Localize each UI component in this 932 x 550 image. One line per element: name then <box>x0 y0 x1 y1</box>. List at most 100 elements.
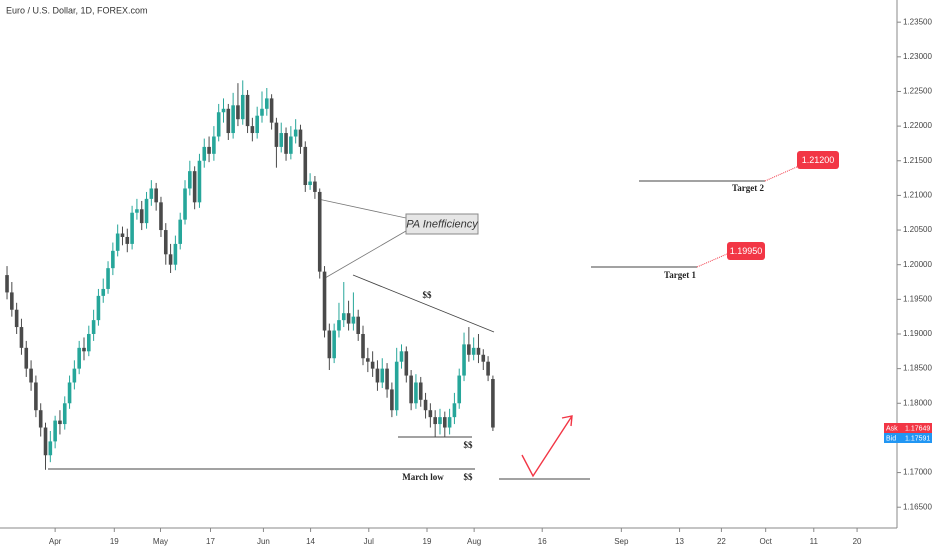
label-box <box>405 213 479 235</box>
candle-body <box>341 313 346 321</box>
candle-body <box>159 202 163 231</box>
x-tick-label: May <box>153 537 168 546</box>
candle-body <box>91 320 96 334</box>
candle-body <box>245 94 250 127</box>
y-tick-label: 1.16500 <box>903 502 932 511</box>
candle-body <box>308 181 312 186</box>
x-tick-label: 20 <box>853 537 862 546</box>
candle-body <box>173 243 178 265</box>
annotations: PA Inefficiency $$ $$ March low $$ Targe… <box>48 151 839 482</box>
candle-body <box>154 188 158 203</box>
x-tick-label: 19 <box>110 537 119 546</box>
candle-body <box>72 368 77 383</box>
candle-body <box>197 160 202 203</box>
x-tick-label: Jun <box>257 537 270 546</box>
candle-body <box>313 181 317 192</box>
candle-body <box>77 347 81 369</box>
arrow-head <box>561 415 573 427</box>
x-tick-label: Sep <box>614 537 629 546</box>
bid-label: Bid <box>886 435 896 442</box>
candle-body <box>337 320 341 331</box>
candle-body <box>380 368 385 383</box>
y-tick-label: 1.18500 <box>903 364 932 373</box>
chart-title: Euro / U.S. Dollar, 1D, FOREX.com <box>6 5 148 15</box>
y-tick-label: 1.18000 <box>903 398 932 407</box>
candle-body <box>274 122 279 147</box>
projection-arrow <box>521 415 573 478</box>
candle-body <box>476 347 481 355</box>
candle-body <box>370 361 375 369</box>
candle-body <box>10 292 14 310</box>
candle-body <box>111 250 115 269</box>
candle-body <box>265 98 269 109</box>
candle-body <box>58 420 62 425</box>
y-tick-label: 1.19500 <box>903 294 932 303</box>
candle-body <box>327 330 332 359</box>
candle-body <box>414 382 418 404</box>
candle-body <box>423 399 428 411</box>
candle-body <box>356 316 361 334</box>
candle-body <box>53 420 57 442</box>
candle-body <box>82 347 86 352</box>
candle-body <box>447 417 452 428</box>
x-tick-label: 11 <box>810 537 819 546</box>
bid-price: 1.17591 <box>905 435 930 442</box>
candle-body <box>366 358 370 362</box>
candle-body <box>125 236 130 244</box>
candle-body <box>284 133 288 154</box>
candle-body <box>67 382 72 404</box>
y-tick-label: 1.23000 <box>903 52 932 61</box>
candle-body <box>144 198 149 224</box>
candle-body <box>120 233 125 237</box>
candle-body <box>260 108 264 116</box>
candle-body <box>250 126 255 134</box>
ask-price: 1.17649 <box>905 425 930 432</box>
target-price-box <box>797 151 839 169</box>
y-tick-label: 1.23500 <box>903 17 932 26</box>
candle-body <box>149 188 154 199</box>
candle-body <box>317 191 322 272</box>
quote-labels: Ask 1.17649 Bid 1.17591 <box>884 423 932 443</box>
candle-body <box>24 347 29 369</box>
y-tick-label: 1.20000 <box>903 260 932 269</box>
candle-body <box>188 171 192 189</box>
target-label: Target 2 <box>732 183 764 193</box>
candle-body <box>385 368 389 390</box>
candle-body <box>192 171 197 203</box>
x-tick-label: 19 <box>423 537 432 546</box>
candle-body <box>19 327 24 348</box>
candle-body <box>221 108 226 113</box>
candle-body <box>43 427 48 456</box>
inefficiency-label: PA Inefficiency <box>406 218 479 230</box>
callout-line <box>696 253 728 268</box>
candle-body <box>375 368 380 383</box>
liquidity-label: $$ <box>423 290 433 300</box>
candle-body <box>471 347 476 355</box>
candle-body <box>135 209 139 213</box>
ask-box <box>884 423 932 433</box>
candle-body <box>269 98 274 123</box>
candle-body <box>240 94 245 120</box>
pointer-line <box>324 230 407 279</box>
candle-body <box>115 233 120 251</box>
x-tick-label: 16 <box>538 537 547 546</box>
target-price: 1.19950 <box>730 246 763 256</box>
candle-body <box>168 254 173 265</box>
candle-body <box>48 441 53 456</box>
candle-body <box>433 417 437 425</box>
candle-body <box>96 295 101 321</box>
candle-body <box>289 136 293 154</box>
ask-label: Ask <box>886 425 898 432</box>
candle-body <box>298 129 303 147</box>
candle-body <box>87 333 91 352</box>
y-tick-label: 1.21500 <box>903 156 932 165</box>
candle-body <box>130 212 134 244</box>
x-tick-label: 13 <box>675 537 684 546</box>
candle-body <box>38 410 43 428</box>
candle-body <box>442 417 447 428</box>
candle-body <box>34 382 38 411</box>
candle-body <box>216 112 221 137</box>
target-price-box <box>727 242 765 260</box>
candle-body <box>428 410 433 418</box>
